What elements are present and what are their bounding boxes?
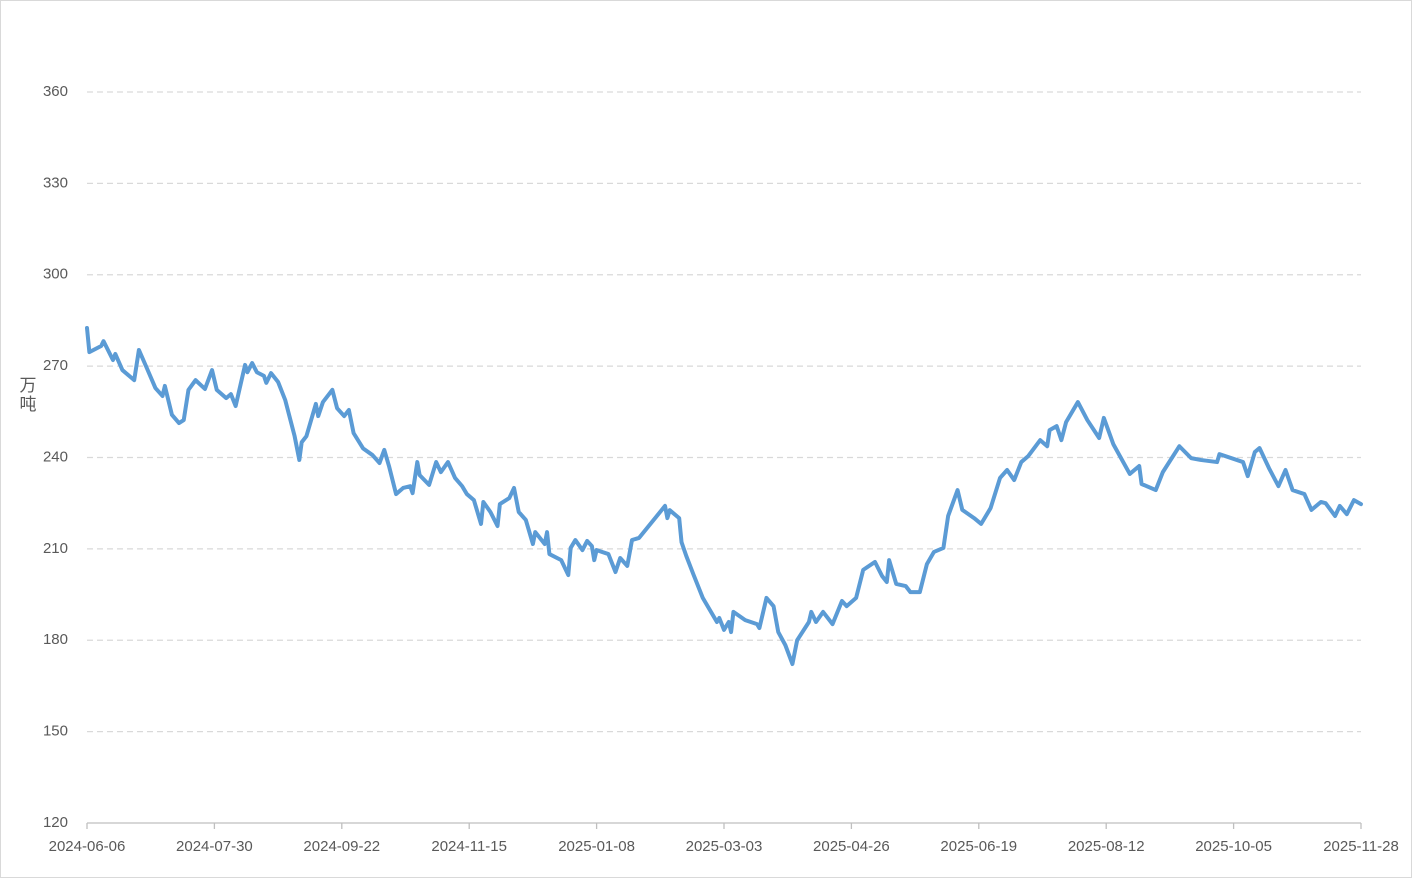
- y-tick-label: 210: [43, 540, 68, 557]
- y-axis-label: 万吨: [17, 376, 37, 414]
- x-tick-label: 2025-03-03: [686, 838, 763, 855]
- y-tick-label: 360: [43, 83, 68, 100]
- y-tick-label: 120: [43, 814, 68, 831]
- x-tick-label: 2025-08-12: [1068, 838, 1145, 855]
- y-tick-label: 330: [43, 174, 68, 191]
- y-tick-label: 300: [43, 266, 68, 283]
- y-tick-label: 150: [43, 723, 68, 740]
- y-tick-label: 270: [43, 357, 68, 374]
- x-tick-label: 2024-11-15: [431, 838, 507, 855]
- y-tick-label: 180: [43, 631, 68, 648]
- x-tick-label: 2025-04-26: [813, 838, 890, 855]
- y-tick-label: 240: [43, 448, 68, 465]
- x-tick-label: 2025-06-19: [940, 838, 1017, 855]
- x-tick-label: 2025-11-28: [1323, 838, 1399, 855]
- x-tick-label: 2025-10-05: [1195, 838, 1272, 855]
- data-line: [85, 326, 1363, 667]
- x-tick-label: 2024-06-06: [49, 838, 126, 855]
- x-tick-label: 2025-01-08: [558, 838, 635, 855]
- x-tick-label: 2024-09-22: [303, 838, 380, 855]
- x-tick-label: 2024-07-30: [176, 838, 253, 855]
